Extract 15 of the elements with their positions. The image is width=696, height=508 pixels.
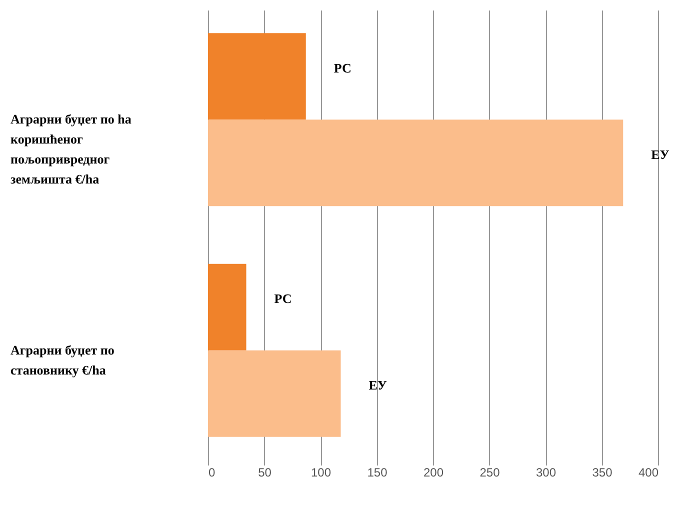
text: ЕУ	[368, 378, 387, 393]
text: РС	[334, 60, 352, 76]
x-tick-label: 0	[208, 466, 216, 480]
x-tick-label: 200	[423, 466, 444, 480]
x-tick-label: 350	[592, 466, 613, 480]
x-tick-label: 400	[638, 466, 659, 480]
y-tick-label: Аграрни буџет по становнику €/ha	[10, 342, 114, 378]
y-tick-label: Аграрни буџет по ha коришћеног пољопривредног земљишта €/ha	[10, 112, 132, 187]
x-tick-label: 50	[258, 466, 272, 480]
x-tick-label: 100	[310, 466, 332, 480]
x-tick-label: 250	[480, 466, 500, 480]
x-tick-label: 150	[367, 466, 388, 480]
text: ЕУ	[651, 146, 670, 162]
x-tick-label: 300	[536, 466, 556, 480]
text: РС	[274, 291, 292, 306]
